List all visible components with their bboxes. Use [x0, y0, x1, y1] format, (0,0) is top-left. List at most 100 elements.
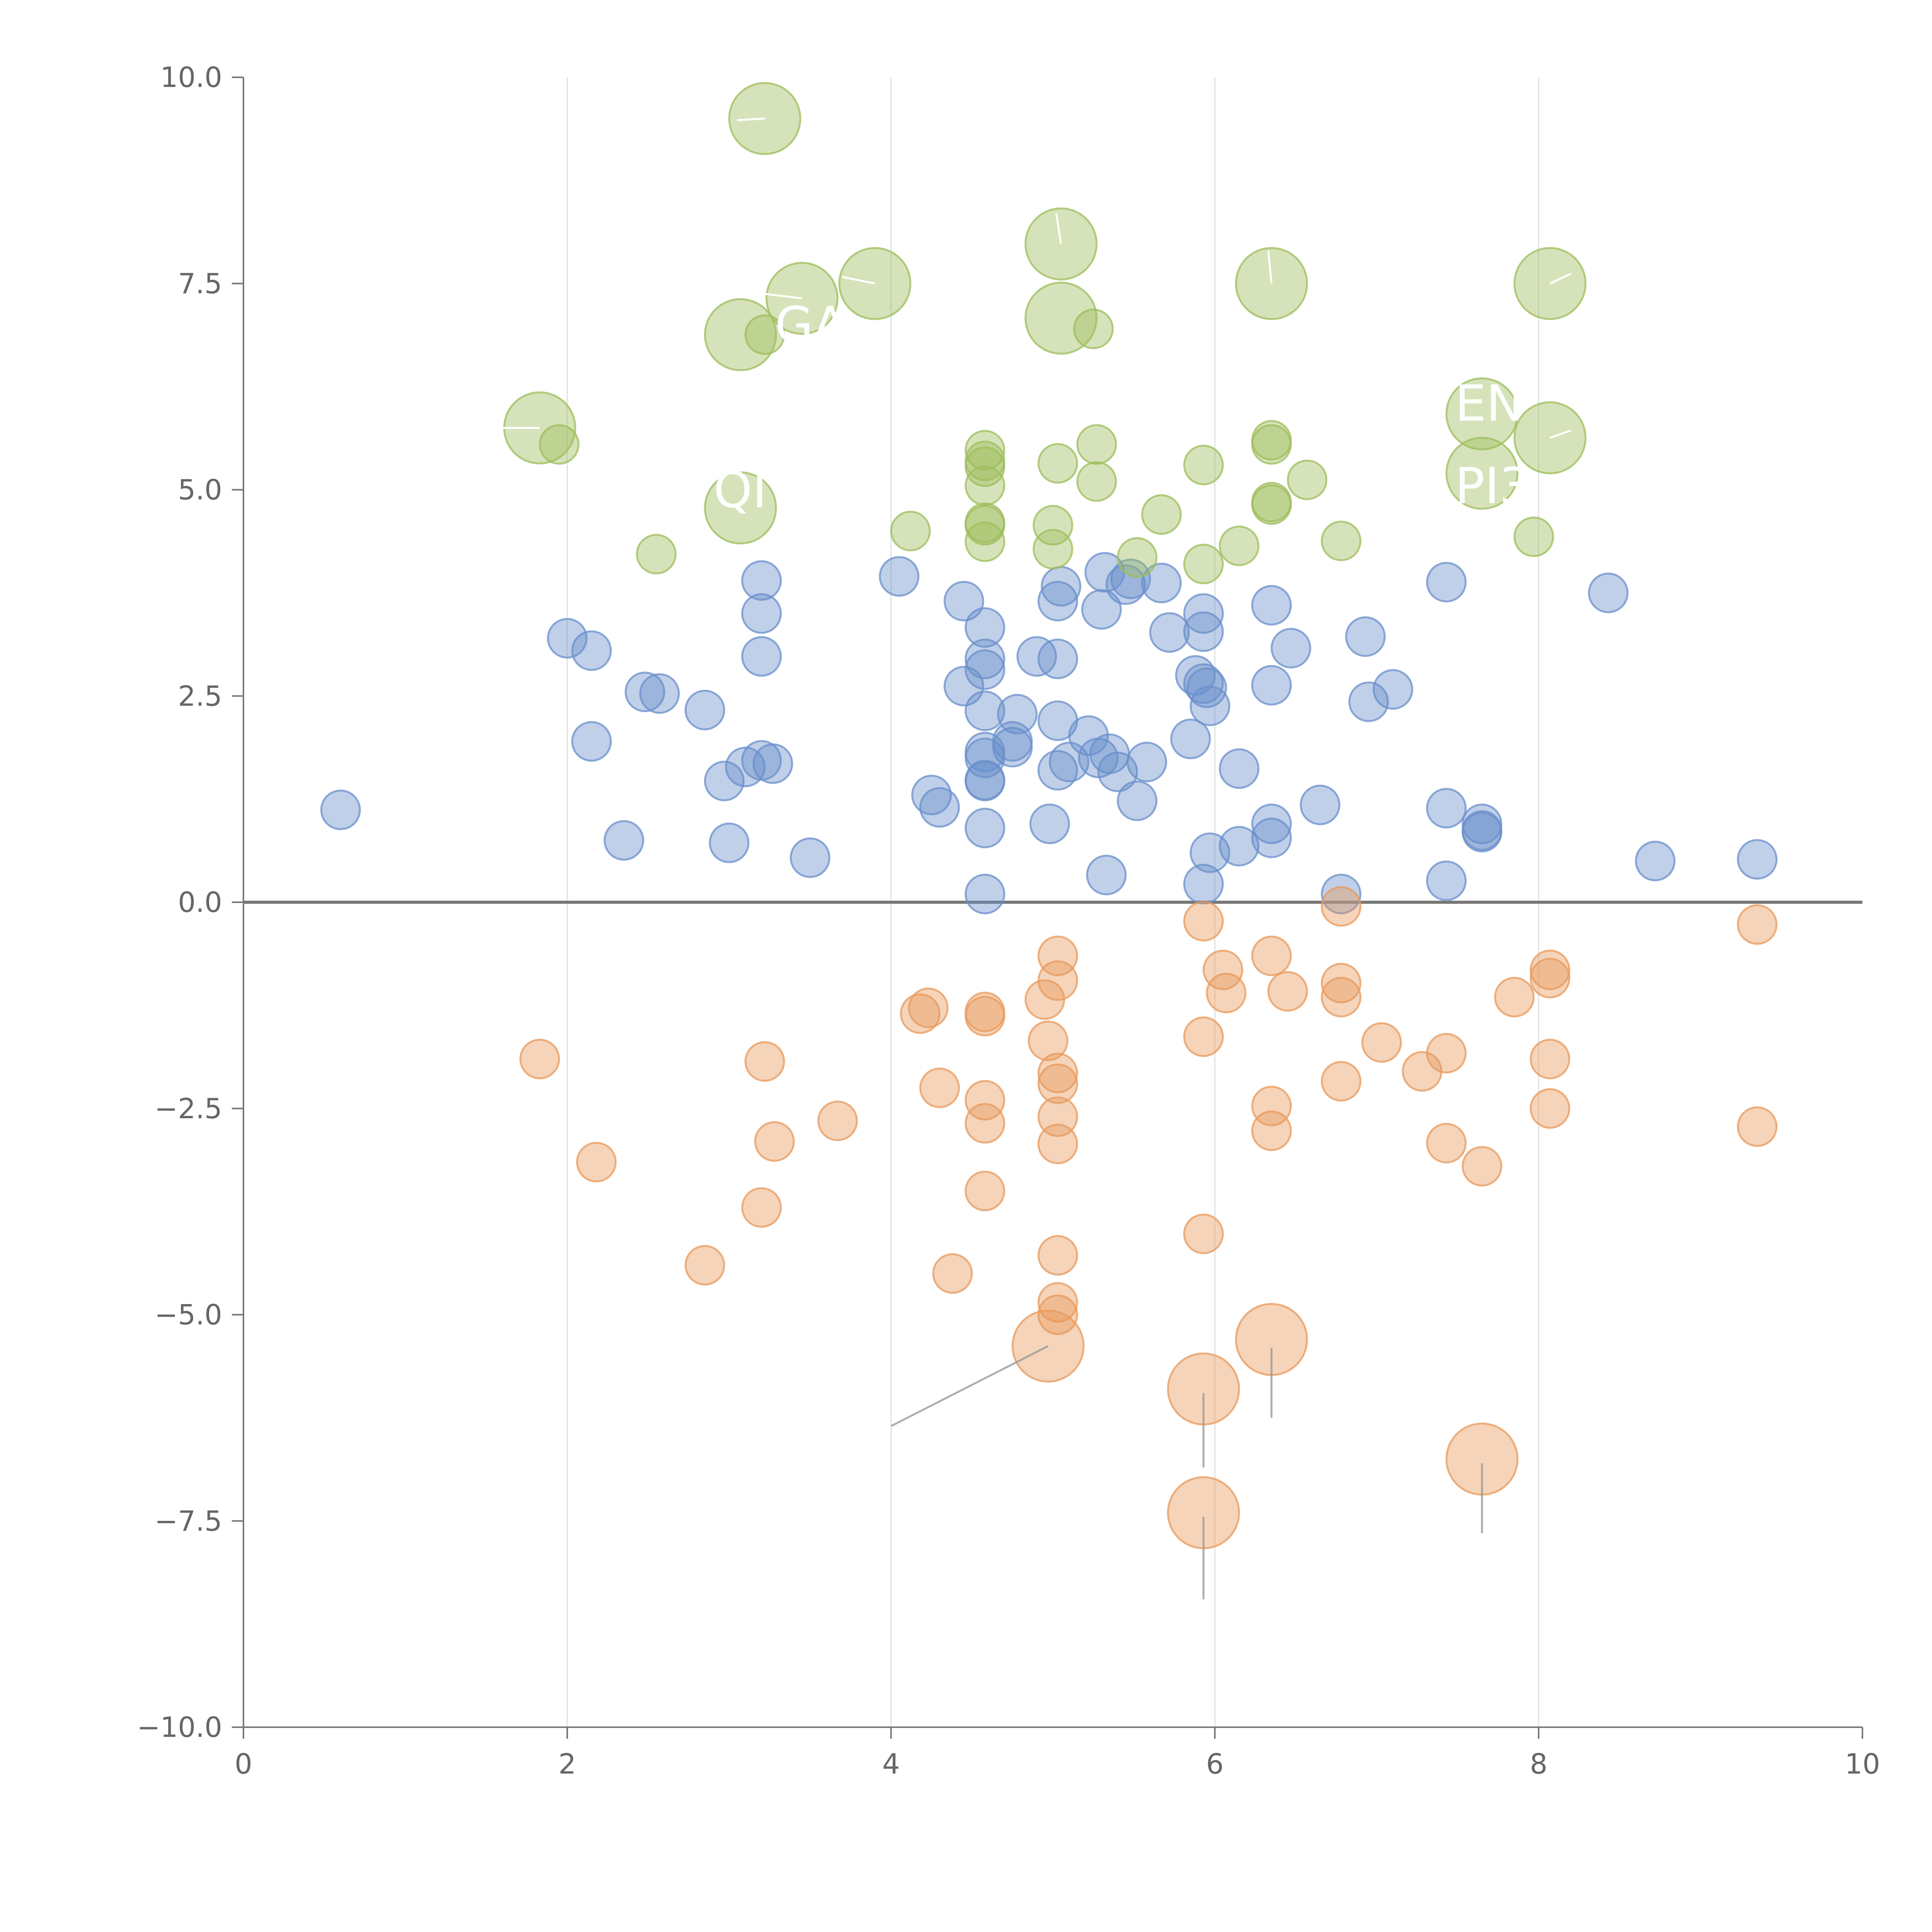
- point-blue-25: [964, 690, 1005, 731]
- point-orange-40: [1361, 1022, 1402, 1063]
- point-green-13: [1037, 443, 1078, 484]
- point-orange-34: [1251, 1110, 1292, 1151]
- point-orange-32: [1251, 935, 1292, 976]
- point-blue-52: [1117, 780, 1158, 821]
- point-green-3: [890, 510, 931, 551]
- point-label-qi: QI: [713, 462, 767, 519]
- point-green-15: [1076, 424, 1117, 465]
- point-label-ga: GA: [775, 297, 847, 354]
- point-orange-47: [1529, 957, 1570, 998]
- scatter-points: [320, 82, 1778, 1549]
- point-blue-8: [704, 760, 745, 801]
- point-orange-29: [1183, 1213, 1224, 1254]
- point-blue-30: [964, 808, 1005, 849]
- x-tick-label: 2: [558, 1748, 576, 1780]
- point-orange-19: [1037, 960, 1078, 1001]
- point-orange-13: [964, 1080, 1005, 1121]
- y-tick-label: 0.0: [178, 886, 222, 918]
- point-orange-23: [1037, 1124, 1078, 1165]
- point-orange-36: [1321, 886, 1362, 927]
- point-blue-66: [1219, 826, 1260, 867]
- point-blue-36: [1029, 803, 1070, 844]
- point-orange-43: [1426, 1122, 1467, 1163]
- point-blue-85: [1737, 839, 1778, 880]
- point-orange-14: [964, 1103, 1005, 1144]
- point-orange-37: [1321, 963, 1362, 1003]
- x-tick-label: 10: [1845, 1748, 1880, 1780]
- point-orange-50: [1737, 904, 1778, 945]
- point-orange-51: [1737, 1106, 1778, 1147]
- point-blue-83: [1588, 572, 1629, 613]
- point-blue-56: [1170, 718, 1211, 759]
- point-green-25: [1251, 484, 1292, 525]
- axes: 0 2 4 6 8 10 10.0 7.5 5.0 2.5 0.0 −2.5 −5.0 −7.5 −10.0: [137, 61, 1880, 1780]
- point-blue-59: [1183, 611, 1224, 652]
- point-orange-46: [1529, 949, 1570, 990]
- point-orange-10: [932, 1253, 973, 1294]
- point-blue-39: [1037, 750, 1078, 791]
- point-green-27: [1321, 520, 1362, 561]
- y-tick-label: −2.5: [155, 1092, 222, 1125]
- point-orange-5: [754, 1121, 795, 1162]
- point-blue-13: [741, 560, 782, 601]
- point-blue-2: [571, 630, 612, 671]
- point-orange-18: [1037, 935, 1078, 976]
- x-tick-label: 6: [1206, 1748, 1224, 1780]
- point-blue-60: [1183, 593, 1224, 634]
- point-orange-24: [1037, 1235, 1078, 1276]
- point-blue-72: [1299, 784, 1340, 825]
- point-orange-6: [817, 1100, 858, 1141]
- point-blue-68: [1251, 665, 1292, 706]
- point-orange-33: [1251, 1085, 1292, 1126]
- point-green-26: [1287, 459, 1328, 500]
- point-blue-40: [1037, 581, 1078, 622]
- point-orange-48: [1529, 1039, 1570, 1080]
- point-blue-73: [1321, 874, 1362, 915]
- y-tick-label: −7.5: [155, 1505, 222, 1537]
- point-blue-15: [741, 636, 782, 677]
- point-blue-23: [964, 638, 1005, 679]
- point-orange-12: [964, 996, 1005, 1037]
- leader-line-orange-0: [890, 1345, 1049, 1427]
- point-green-18: [1141, 494, 1182, 535]
- point-green-23: [1251, 424, 1292, 465]
- point-orange-17: [1027, 1020, 1068, 1061]
- point-green-4: [964, 430, 1005, 471]
- point-green-7: [964, 465, 1005, 506]
- point-green-11: [1032, 505, 1073, 546]
- point-orange-1: [576, 1142, 617, 1183]
- point-blue-4: [604, 820, 645, 861]
- y-tick-label: 7.5: [178, 267, 222, 300]
- point-orange-27: [1183, 901, 1224, 942]
- point-blue-75: [1348, 681, 1389, 722]
- y-tick-label: −10.0: [137, 1711, 222, 1743]
- point-blue-67: [1251, 585, 1292, 626]
- point-blue-76: [1372, 669, 1413, 710]
- point-green-labeled-5: [1024, 281, 1098, 355]
- point-orange-38: [1321, 977, 1362, 1018]
- point-blue-35: [1016, 636, 1057, 677]
- point-blue-3: [571, 721, 612, 762]
- x-tick-label: 8: [1530, 1748, 1548, 1780]
- point-green-labeled-11: [1445, 437, 1519, 510]
- point-blue-65: [1219, 748, 1260, 789]
- point-label-en: EN: [1455, 375, 1523, 432]
- point-green-labeled-10: [1445, 377, 1519, 451]
- point-blue-53: [1126, 742, 1167, 782]
- point-blue-54: [1141, 563, 1182, 604]
- x-tick-label: 0: [235, 1748, 252, 1780]
- point-blue-24: [964, 649, 1005, 690]
- point-blue-47: [1086, 855, 1127, 896]
- point-blue-78: [1426, 788, 1467, 829]
- x-tick-label: 4: [882, 1748, 900, 1780]
- point-blue-19: [919, 787, 960, 828]
- point-orange-15: [964, 1170, 1005, 1211]
- point-orange-21: [1037, 1063, 1078, 1104]
- point-orange-8: [908, 987, 949, 1028]
- point-orange-25: [1037, 1282, 1078, 1323]
- point-blue-79: [1426, 860, 1467, 901]
- point-labels: GA QI EN PI3: [713, 297, 1531, 519]
- point-green-19: [1183, 444, 1224, 485]
- point-blue-74: [1345, 616, 1386, 657]
- point-blue-37: [1037, 638, 1078, 679]
